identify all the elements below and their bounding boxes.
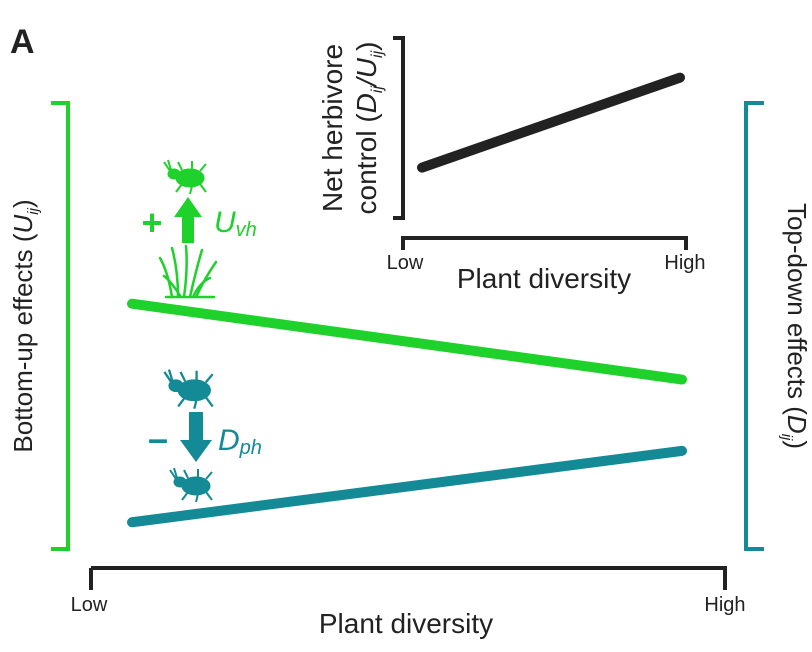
inset-x-axis xyxy=(401,236,688,250)
right-axis-bracket xyxy=(744,101,764,551)
top-down-effect-label: Dph xyxy=(218,424,262,459)
net-herbivore-control-series-line xyxy=(417,72,685,173)
grass-plant-icon xyxy=(158,244,218,299)
inset-chart: Low High Plant diversity Net herbivore c… xyxy=(317,36,706,294)
main-x-tick-low: Low xyxy=(71,594,108,616)
left-axis-bracket xyxy=(51,101,70,551)
top-down-series-line xyxy=(127,445,687,528)
inset-y-axis-label-line1: Net herbivore xyxy=(317,44,348,212)
top-down-sign: – xyxy=(148,418,168,459)
bottom-up-effect-label: Uvh xyxy=(214,206,257,241)
herbivore-insect-icon xyxy=(163,159,207,195)
main-x-tick-high: High xyxy=(704,594,745,616)
inset-y-axis-label-line2: control (Dij/Uij) xyxy=(351,42,386,215)
predator-beetle-icon xyxy=(163,368,214,410)
arrow-down-icon xyxy=(180,412,212,462)
inset-x-axis-label: Plant diversity xyxy=(457,263,631,294)
main-x-axis-label: Plant diversity xyxy=(319,608,493,639)
panel-label: A xyxy=(10,23,35,61)
bottom-up-series-line xyxy=(127,298,687,385)
right-axis-label: Top-down effects (Dij) xyxy=(778,203,812,449)
bottom-up-sign: + xyxy=(141,202,162,243)
inset-y-axis xyxy=(393,36,405,220)
inset-x-tick-low: Low xyxy=(387,252,424,274)
herbivore-insect-icon xyxy=(169,467,213,503)
main-x-axis xyxy=(89,566,727,590)
inset-x-tick-high: High xyxy=(664,252,705,274)
left-axis-label: Bottom-up effects (Uij) xyxy=(8,199,42,452)
arrow-up-icon xyxy=(174,197,202,243)
